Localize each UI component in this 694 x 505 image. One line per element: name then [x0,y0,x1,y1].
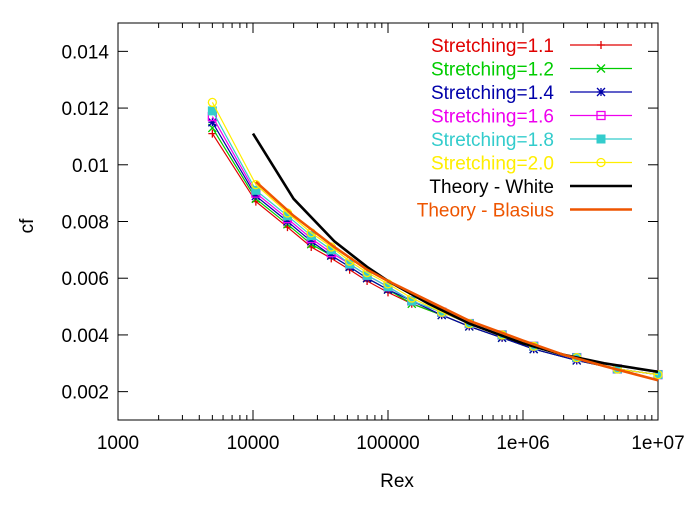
x-tick-label: 1e+06 [496,433,549,454]
x-tick-label: 10000 [227,433,280,454]
series-marker [208,129,217,138]
series-marker [207,97,218,108]
series-marker [596,110,606,121]
series-marker [362,270,372,280]
series-marker [596,134,606,144]
x-tick-label: 100000 [356,433,419,454]
x-tick-label: 1000 [97,433,139,454]
series-marker [407,296,417,306]
series-stretching-1-6 [207,111,663,380]
x-axis: 1000 10000 100000 1e+06 1e+07 [97,23,685,454]
series-marker [597,41,605,49]
series-marker [251,191,261,201]
series-layer [207,97,663,382]
y-tick-label: 0.006 [61,269,109,290]
series-line [255,180,659,382]
series-theory-blasius [255,180,659,382]
legend-label: Stretching=1.8 [431,130,554,151]
series-line [211,121,659,376]
legend-label: Stretching=1.6 [431,107,554,128]
series-marker [251,185,261,195]
y-axis-label: cf [17,218,38,234]
series-marker [306,236,316,246]
x-axis-label: Rex [380,471,414,492]
legend-label: Stretching=1.1 [431,36,554,57]
y-tick-label: 0.002 [61,383,109,404]
legend-label: Theory - Blasius [417,201,554,222]
y-tick-label: 0.014 [61,42,109,63]
x-tick-label: 1e+07 [631,433,684,454]
y-tick-label: 0.01 [72,156,109,177]
series-marker [283,217,292,226]
legend-label: Theory - White [429,177,554,198]
y-tick-label: 0.004 [61,326,109,347]
legend-label: Stretching=1.2 [431,60,554,81]
series-marker [596,87,606,97]
series-marker [596,64,606,73]
series-marker [326,251,336,260]
y-axis: 0.002 0.004 0.006 0.008 0.01 0.012 0.014 [61,42,658,404]
legend-label: Stretching=1.4 [431,83,554,104]
series-marker [207,117,217,127]
y-tick-label: 0.012 [61,99,109,120]
legend-label: Stretching=2.0 [431,154,554,175]
series-marker [596,157,606,168]
y-tick-label: 0.008 [61,213,109,234]
legend: Stretching=1.1Stretching=1.2Stretching=1… [417,36,632,222]
